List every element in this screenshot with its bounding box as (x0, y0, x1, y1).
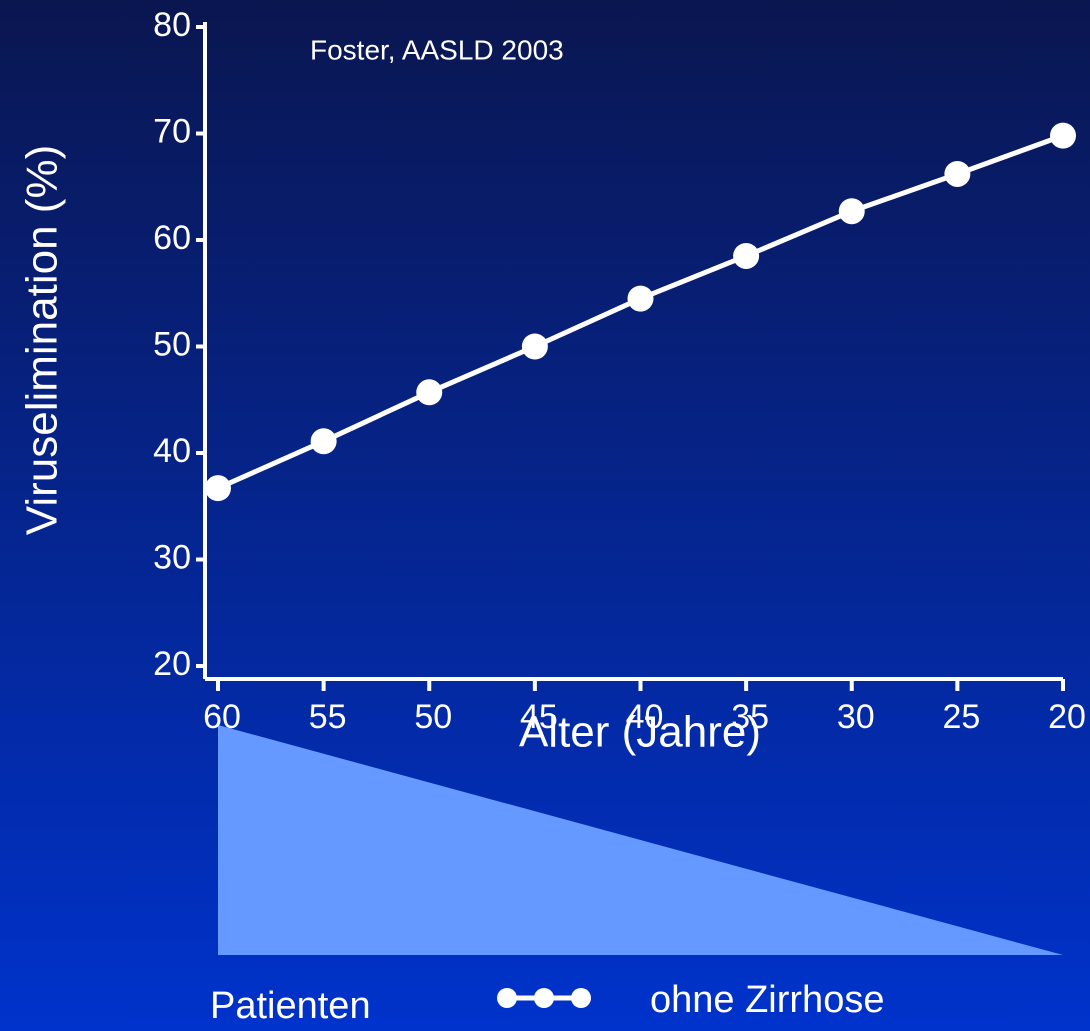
y-tick-label: 70 (153, 112, 191, 150)
data-point (310, 428, 337, 455)
y-tick-label: 60 (153, 219, 191, 257)
x-tick-label: 45 (520, 698, 558, 736)
y-tick-label: 30 (153, 538, 191, 576)
legend-marker (497, 988, 517, 1008)
x-axis-label: Alter (Jahre) (519, 708, 761, 757)
data-point (627, 285, 654, 312)
y-tick-label: 80 (153, 6, 191, 44)
x-tick-label: 35 (731, 698, 769, 736)
x-tick-label: 55 (309, 698, 347, 736)
data-point (416, 379, 443, 406)
y-tick-label: 20 (153, 645, 191, 683)
y-tick-label: 40 (153, 432, 191, 470)
data-point (733, 242, 760, 269)
x-tick-label: 30 (837, 698, 875, 736)
x-tick-label: 50 (414, 698, 452, 736)
x-tick-label: 20 (1048, 698, 1086, 736)
y-tick-label: 50 (153, 325, 191, 363)
data-point (205, 475, 231, 502)
legend-marker (571, 988, 591, 1008)
x-tick-label: 40 (626, 698, 664, 736)
wedge (218, 725, 1063, 955)
x-tick-label: 60 (203, 698, 241, 736)
legend-title: Patienten (210, 985, 371, 1027)
data-point (944, 160, 971, 187)
data-point (521, 333, 548, 360)
legend-label: ohne Zirrhose (650, 979, 884, 1021)
data-point (1050, 122, 1076, 149)
y-axis-label: Viruselimination (%) (18, 145, 67, 535)
data-point (838, 198, 865, 225)
legend-marker (534, 988, 554, 1008)
annotation: Foster, AASLD 2003 (310, 34, 564, 65)
x-tick-label: 25 (942, 698, 980, 736)
